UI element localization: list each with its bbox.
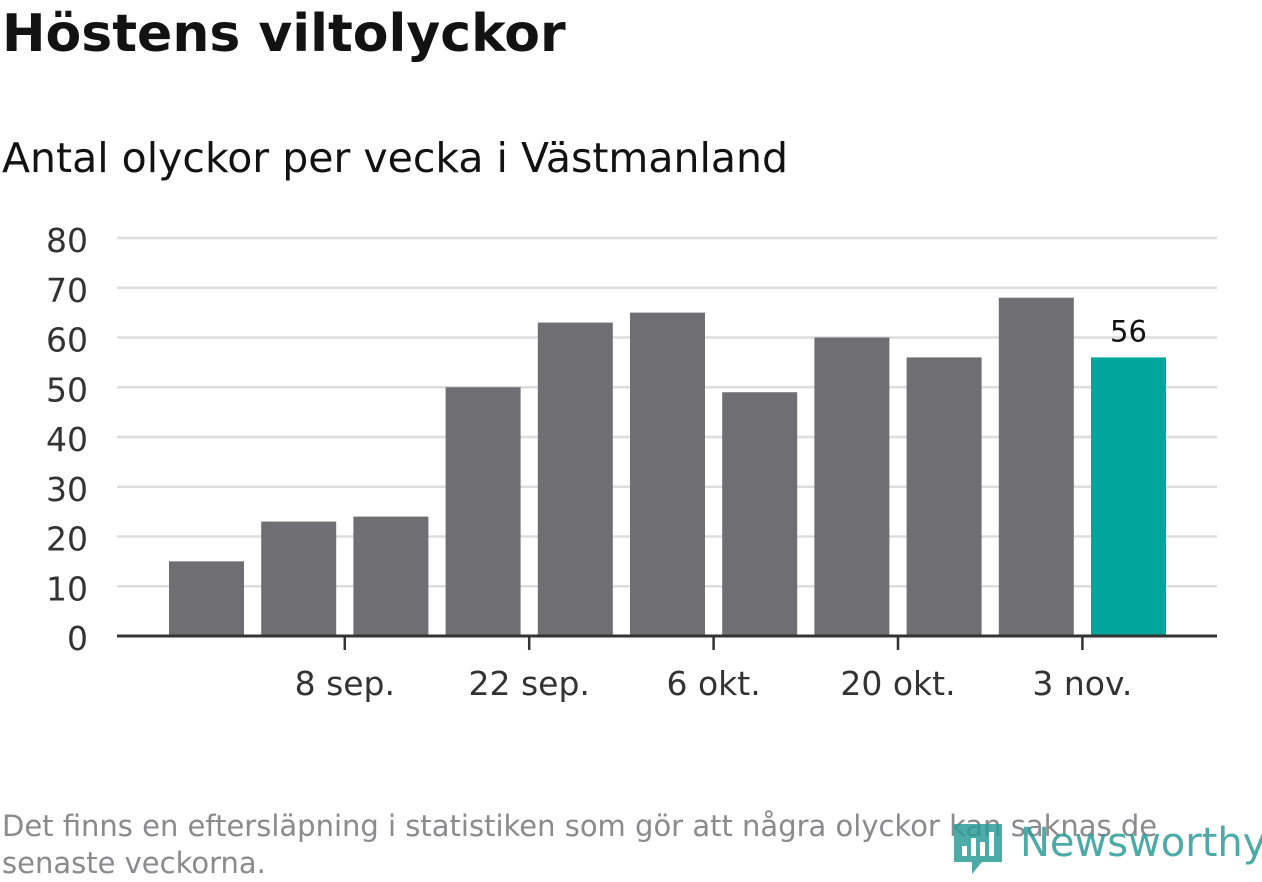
x-tick-label: 3 nov.	[1032, 664, 1132, 703]
bars	[169, 297, 1166, 636]
y-tick-label: 0	[67, 619, 88, 658]
data-labels: 56	[1110, 314, 1147, 348]
newsworthy-logo: Newsworthy	[950, 818, 1262, 878]
bar	[722, 392, 798, 636]
y-tick-label: 40	[46, 420, 88, 459]
bar	[169, 561, 244, 636]
y-axis-ticks: 0 10 20 30 40 50 60 70 80	[46, 221, 88, 658]
x-tick-label: 20 okt.	[840, 664, 955, 703]
bar	[261, 521, 337, 636]
y-tick-label: 30	[46, 470, 88, 509]
bar	[353, 516, 429, 636]
x-tick-label: 22 sep.	[468, 664, 589, 703]
data-label: 56	[1110, 314, 1147, 348]
y-tick-label: 10	[46, 569, 88, 608]
chart-subtitle: Antal olyckor per vecka i Västmanland	[2, 134, 788, 182]
x-tick-label: 6 okt.	[666, 664, 760, 703]
bar	[814, 337, 890, 636]
bar	[537, 322, 613, 636]
x-tick-label: 8 sep.	[295, 664, 395, 703]
newsworthy-logo-icon	[954, 824, 1002, 874]
bar	[445, 387, 521, 636]
bar	[906, 357, 982, 636]
y-tick-label: 50	[46, 370, 88, 409]
y-tick-label: 80	[46, 221, 88, 260]
y-tick-label: 60	[46, 321, 88, 360]
bar	[630, 312, 705, 636]
logo-text: Newsworthy	[1020, 820, 1262, 866]
x-axis-ticks: 8 sep. 22 sep. 6 okt. 20 okt. 3 nov.	[295, 636, 1132, 703]
bar	[1091, 357, 1166, 636]
y-tick-label: 20	[46, 520, 88, 559]
chart-title: Höstens viltolyckor	[2, 4, 566, 64]
y-tick-label: 70	[46, 271, 88, 310]
bar	[998, 297, 1074, 636]
